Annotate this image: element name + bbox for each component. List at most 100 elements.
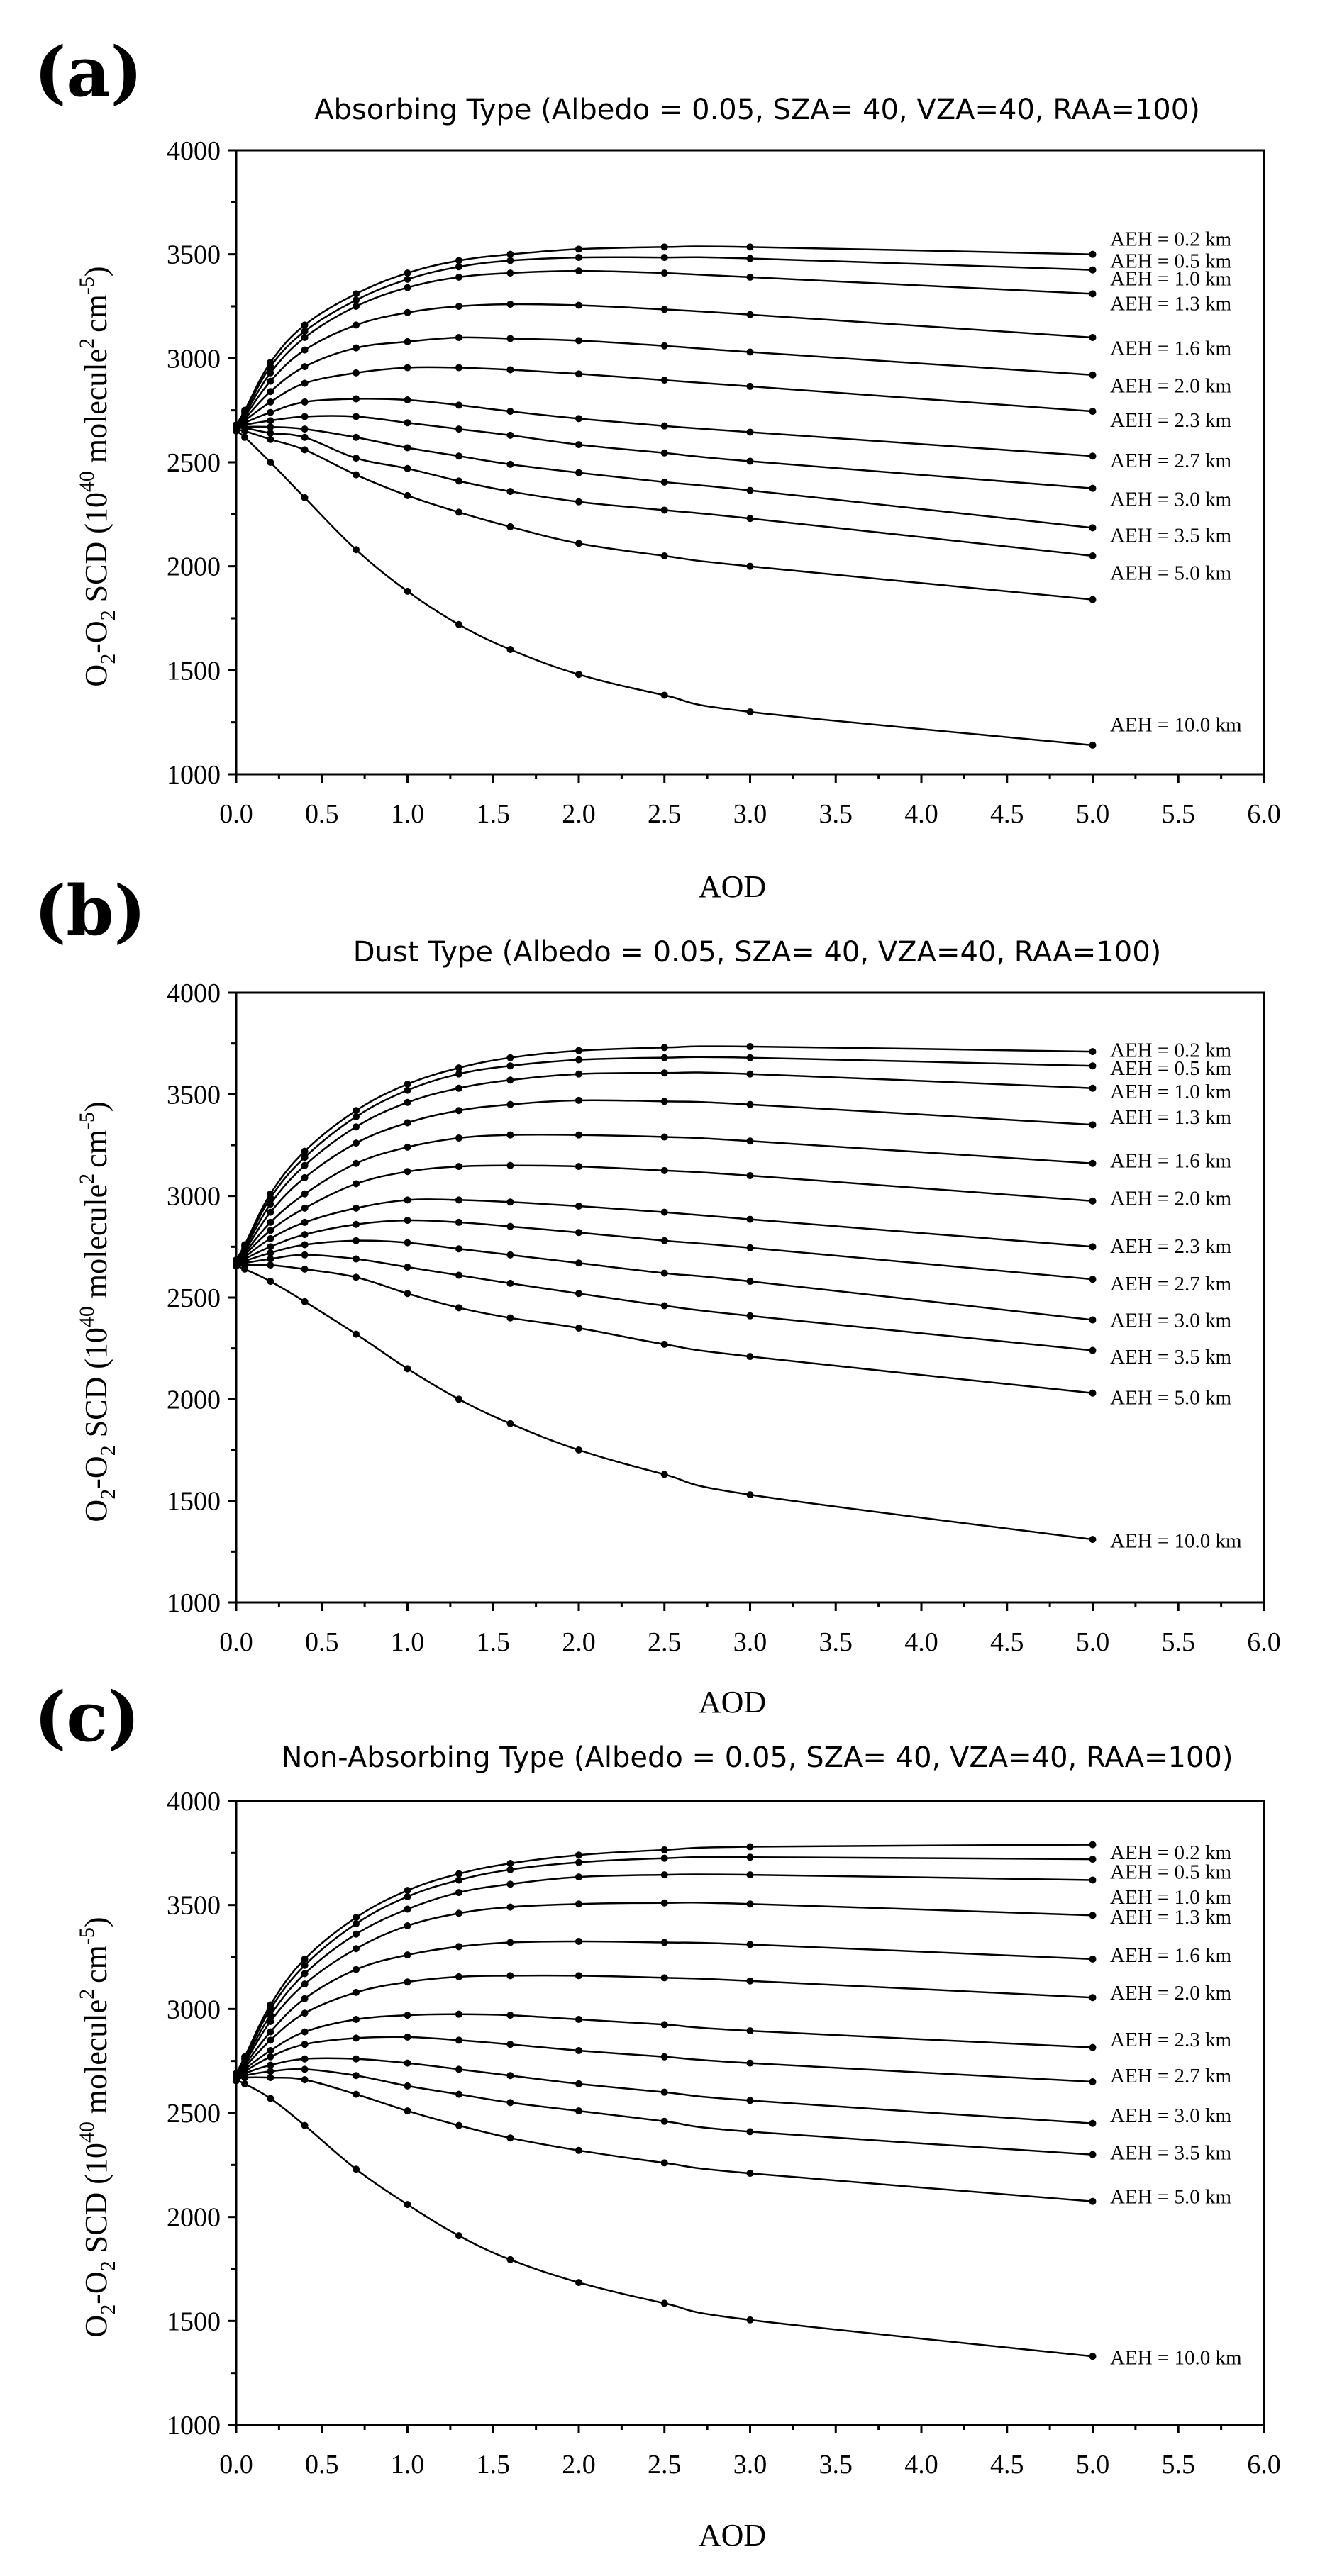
y-axis-title-part: ) <box>79 1101 113 1112</box>
series-label: AEH = 5.0 km <box>1110 1386 1231 1409</box>
y-axis-title-part: molecule <box>79 1184 113 1306</box>
data-point <box>660 1471 668 1478</box>
series-line <box>235 398 1093 457</box>
data-point <box>575 1900 582 1908</box>
data-point <box>575 370 582 378</box>
data-point <box>455 1909 462 1917</box>
series-line <box>235 415 1093 489</box>
data-point <box>1089 1159 1097 1167</box>
y-tick-label: 1000 <box>167 760 221 790</box>
data-point <box>455 1870 462 1878</box>
data-point <box>575 1259 582 1267</box>
data-point <box>301 1970 309 1978</box>
data-point <box>267 435 274 443</box>
data-point <box>301 1265 309 1273</box>
data-point <box>455 1304 462 1312</box>
data-point <box>455 2232 462 2240</box>
data-point <box>660 269 668 277</box>
y-axis-title-part: 40 <box>75 471 99 492</box>
data-point <box>1089 266 1097 274</box>
data-point <box>404 284 411 291</box>
data-point <box>660 254 668 262</box>
data-point <box>660 1974 668 1982</box>
data-point <box>506 1866 514 1873</box>
series-11: AEH = 5.0 km <box>233 2074 1231 2208</box>
data-point <box>506 2256 514 2263</box>
series-9: AEH = 3.0 km <box>233 1237 1231 1332</box>
data-point <box>506 523 514 530</box>
data-point <box>353 1945 360 1953</box>
series-10: AEH = 3.5 km <box>233 2065 1231 2165</box>
series-1: AEH = 0.2 km <box>233 228 1231 429</box>
data-point <box>506 1279 514 1287</box>
data-point <box>267 369 274 377</box>
data-point <box>267 2047 274 2054</box>
data-point <box>575 267 582 275</box>
series-line <box>235 427 1093 557</box>
data-point <box>746 1100 754 1108</box>
series-4: AEH = 1.3 km <box>233 1096 1231 1266</box>
series-label: AEH = 10.0 km <box>1110 1530 1242 1553</box>
y-tick-label: 3000 <box>167 1182 221 1212</box>
chart-title: Absorbing Type (Albedo = 0.05, SZA= 40, … <box>314 94 1200 126</box>
data-point <box>241 2080 249 2087</box>
data-point <box>404 1365 411 1373</box>
series-6: AEH = 2.0 km <box>233 1161 1231 1267</box>
series-label: AEH = 1.0 km <box>1110 267 1231 290</box>
y-axis-title-part: O <box>79 664 113 687</box>
data-point <box>506 257 514 264</box>
data-point <box>267 2061 274 2069</box>
data-point <box>506 335 514 342</box>
series-label: AEH = 3.0 km <box>1110 2104 1231 2127</box>
data-point <box>241 433 249 441</box>
data-point <box>575 1131 582 1139</box>
data-point <box>353 1914 360 1922</box>
data-point <box>1089 2078 1097 2085</box>
data-point <box>746 708 754 715</box>
series-label: AEH = 3.5 km <box>1110 2142 1231 2165</box>
series-line <box>235 2057 1093 2124</box>
data-point <box>353 2072 360 2080</box>
data-point <box>455 263 462 271</box>
data-point <box>506 1420 514 1427</box>
data-point <box>746 1900 754 1908</box>
data-point <box>353 2016 360 2023</box>
data-point <box>575 1851 582 1859</box>
x-tick-label: 1.0 <box>391 2450 425 2480</box>
data-point <box>575 1972 582 1980</box>
x-tick-label: 1.5 <box>477 1627 511 1657</box>
panel-label: (b) <box>34 871 146 951</box>
data-point <box>353 433 360 441</box>
y-axis-title-part: cm <box>79 1945 113 1983</box>
data-point <box>660 552 668 559</box>
data-point <box>506 2072 514 2080</box>
data-point <box>746 486 754 494</box>
data-point <box>455 1395 462 1403</box>
series-line <box>235 1133 1093 1263</box>
data-point <box>746 1042 754 1050</box>
data-point <box>506 1903 514 1911</box>
data-point <box>301 1190 309 1198</box>
data-point <box>353 321 360 329</box>
data-point <box>746 1244 754 1251</box>
data-point <box>660 1133 668 1141</box>
data-point <box>575 671 582 679</box>
series-line <box>235 425 1093 529</box>
data-point <box>506 2134 514 2142</box>
x-tick-label: 6.0 <box>1247 2450 1281 2480</box>
x-tick-label: 4.5 <box>990 1627 1024 1657</box>
data-point <box>575 254 582 262</box>
x-tick-label: 1.0 <box>391 1627 425 1657</box>
y-axis-title-part: SCD (10 <box>79 1327 113 1445</box>
y-axis-title-part: -O <box>79 620 113 653</box>
data-point <box>353 1966 360 1973</box>
data-point <box>660 2088 668 2096</box>
data-point <box>660 506 668 514</box>
chart-title: Non-Absorbing Type (Albedo = 0.05, SZA= … <box>282 1741 1233 1774</box>
data-point <box>455 364 462 372</box>
data-point <box>746 311 754 318</box>
data-point <box>353 1180 360 1188</box>
data-point <box>301 446 309 454</box>
series-9: AEH = 3.0 km <box>233 2055 1231 2127</box>
data-point <box>1089 1912 1097 1919</box>
